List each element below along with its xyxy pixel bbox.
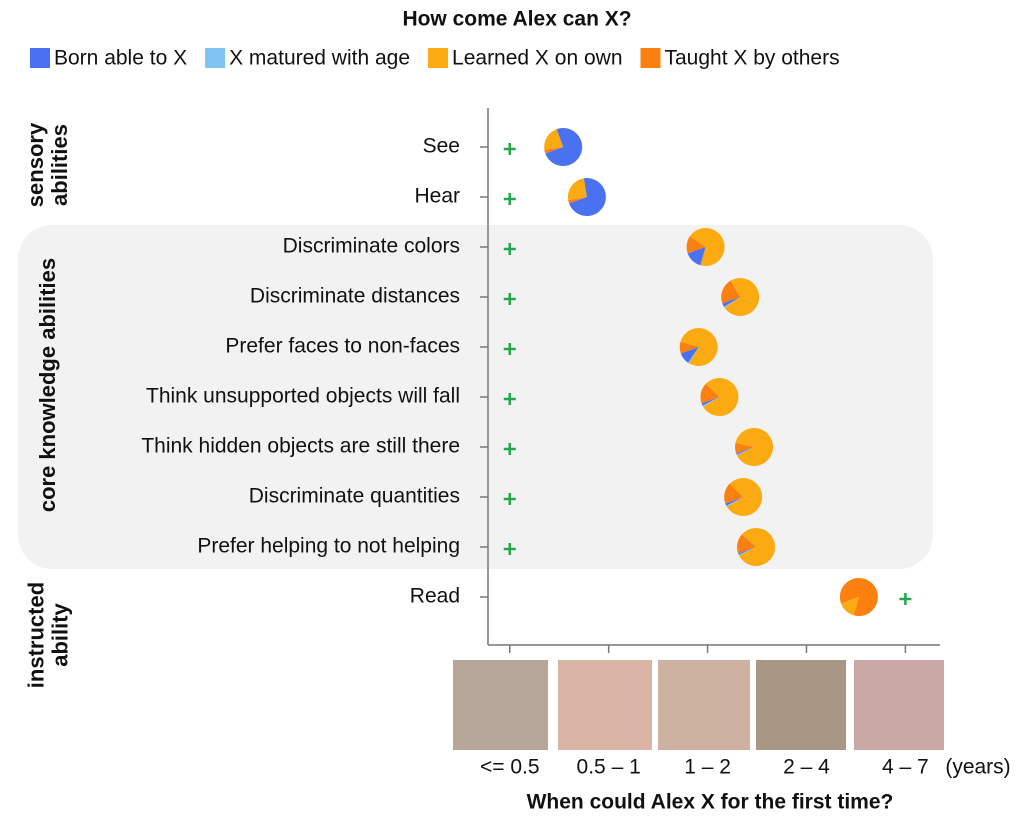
x-tick-label: <= 0.5 bbox=[480, 756, 540, 779]
category-label: Think hidden objects are still there bbox=[141, 435, 460, 458]
x-tick-label: 1 – 2 bbox=[684, 756, 731, 779]
legend-swatch bbox=[205, 48, 225, 68]
legend-label: Born able to X bbox=[54, 47, 187, 70]
x-unit: (years) bbox=[945, 756, 1010, 779]
plus-marker bbox=[899, 593, 911, 605]
x-tick-label: 4 – 7 bbox=[882, 756, 929, 779]
x-axis-title: When could Alex X for the first time? bbox=[527, 791, 894, 814]
group-label: sensory abilities bbox=[24, 105, 72, 225]
plus-marker bbox=[504, 193, 516, 205]
legend-label: Learned X on own bbox=[452, 47, 622, 70]
category-label: Discriminate quantities bbox=[249, 485, 460, 508]
legend-swatch bbox=[641, 48, 661, 68]
pie-slice bbox=[568, 178, 587, 200]
photo bbox=[658, 660, 750, 750]
photo bbox=[854, 660, 944, 750]
legend-swatch bbox=[30, 48, 50, 68]
group-label: core knowledge abilities bbox=[36, 216, 60, 554]
photo bbox=[453, 660, 548, 750]
plus-marker bbox=[504, 143, 516, 155]
legend-swatch bbox=[428, 48, 448, 68]
page: How come Alex can X? When could Alex X f… bbox=[0, 0, 1034, 816]
category-label: Hear bbox=[414, 185, 460, 208]
legend-label: X matured with age bbox=[229, 47, 410, 70]
category-label: See bbox=[423, 135, 460, 158]
legend-label: Taught X by others bbox=[665, 47, 840, 70]
photo bbox=[756, 660, 846, 750]
photos bbox=[453, 660, 944, 750]
group-label: instructed ability bbox=[24, 572, 72, 697]
chart: How come Alex can X? When could Alex X f… bbox=[0, 0, 1034, 816]
photo bbox=[558, 660, 652, 750]
x-tick-label: 0.5 – 1 bbox=[577, 756, 641, 779]
category-label: Prefer helping to not helping bbox=[197, 535, 460, 558]
category-label: Think unsupported objects will fall bbox=[146, 385, 460, 408]
chart-title: How come Alex can X? bbox=[402, 8, 631, 31]
category-label: Read bbox=[410, 585, 460, 608]
category-label: Discriminate distances bbox=[250, 285, 460, 308]
category-label: Discriminate colors bbox=[283, 235, 460, 258]
x-tick-label: 2 – 4 bbox=[783, 756, 830, 779]
category-label: Prefer faces to non-faces bbox=[225, 335, 460, 358]
